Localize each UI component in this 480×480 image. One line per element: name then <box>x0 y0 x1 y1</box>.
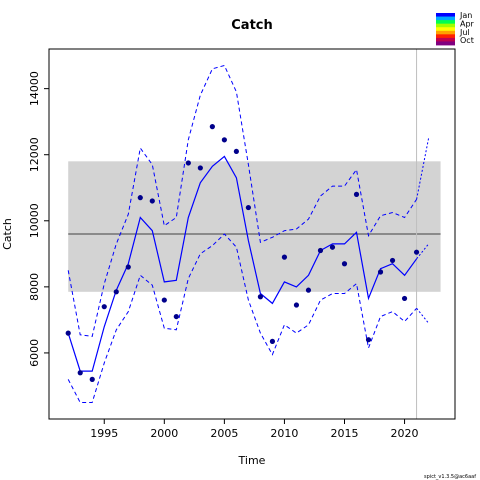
series-line-5 <box>416 307 429 324</box>
x-tick-label: 2010 <box>270 427 298 440</box>
y-axis: 6000 8000 10000 12000 14000 <box>28 71 49 367</box>
observed-point <box>125 264 131 270</box>
observed-point <box>149 198 155 204</box>
observed-point <box>101 304 107 310</box>
legend-swatch <box>436 13 455 17</box>
observed-point <box>161 297 167 303</box>
legend-swatch <box>436 20 455 25</box>
observed-point <box>377 269 384 275</box>
x-tick-label: 2000 <box>150 427 178 440</box>
legend-swatch <box>436 41 455 46</box>
observed-point <box>401 295 408 302</box>
observed-point <box>257 294 264 300</box>
legend-label: Jan <box>459 11 472 20</box>
legend-swatch <box>436 37 455 42</box>
series-line-1 <box>67 64 418 337</box>
legend-label: Jul <box>459 28 470 37</box>
observed-point <box>89 376 95 382</box>
series-line-2 <box>67 233 417 403</box>
y-tick-label: 6000 <box>28 339 41 367</box>
legend-swatch <box>436 27 455 32</box>
series-line-3 <box>416 243 429 260</box>
plot-frame <box>48 48 456 420</box>
observed-points-layer <box>65 124 420 382</box>
version-footnote: spict_v1.3.5@ac6aaf <box>424 474 476 480</box>
x-tick-label: 1995 <box>90 427 118 440</box>
observed-point <box>113 289 119 295</box>
observed-point <box>293 302 300 308</box>
y-tick-label: 8000 <box>28 273 41 301</box>
observed-point <box>281 254 288 260</box>
reference-band <box>68 161 441 292</box>
legend-swatch <box>436 23 455 28</box>
x-axis-title: Time <box>238 454 266 467</box>
x-tick-label: 2005 <box>210 427 238 440</box>
y-tick-label: 12000 <box>28 137 41 172</box>
observed-point <box>305 287 312 293</box>
observed-point <box>221 137 227 143</box>
observed-point <box>353 191 360 197</box>
observed-point <box>341 261 348 267</box>
y-tick-label: 10000 <box>28 203 41 238</box>
observed-point <box>245 204 251 211</box>
observed-point <box>173 313 179 320</box>
legend-swatch <box>436 16 455 21</box>
chart-title: Catch <box>231 18 273 33</box>
observed-point <box>329 244 336 250</box>
observed-point <box>233 148 239 155</box>
y-tick-label: 14000 <box>28 71 41 106</box>
x-axis: 1995 2000 2005 2010 2015 2020 <box>90 419 419 440</box>
observed-point <box>77 370 83 376</box>
observed-point <box>209 124 215 130</box>
observed-point <box>413 249 420 255</box>
observed-point <box>389 257 396 264</box>
observed-point <box>185 160 191 166</box>
observed-point <box>317 247 324 254</box>
x-tick-label: 2015 <box>330 427 358 440</box>
y-axis-title: Catch <box>1 218 14 250</box>
legend-label: Oct <box>460 36 474 45</box>
x-tick-label: 2020 <box>391 427 419 440</box>
observed-point <box>65 330 71 336</box>
reference-lines-layer <box>68 49 441 419</box>
reference-band-layer <box>68 161 441 292</box>
observed-point <box>365 337 372 343</box>
legend-label: Apr <box>460 19 475 28</box>
observed-point <box>197 165 203 171</box>
observed-point <box>137 195 143 201</box>
legend-swatch <box>436 30 455 35</box>
observed-point <box>269 338 276 344</box>
legend-swatch <box>436 34 455 39</box>
